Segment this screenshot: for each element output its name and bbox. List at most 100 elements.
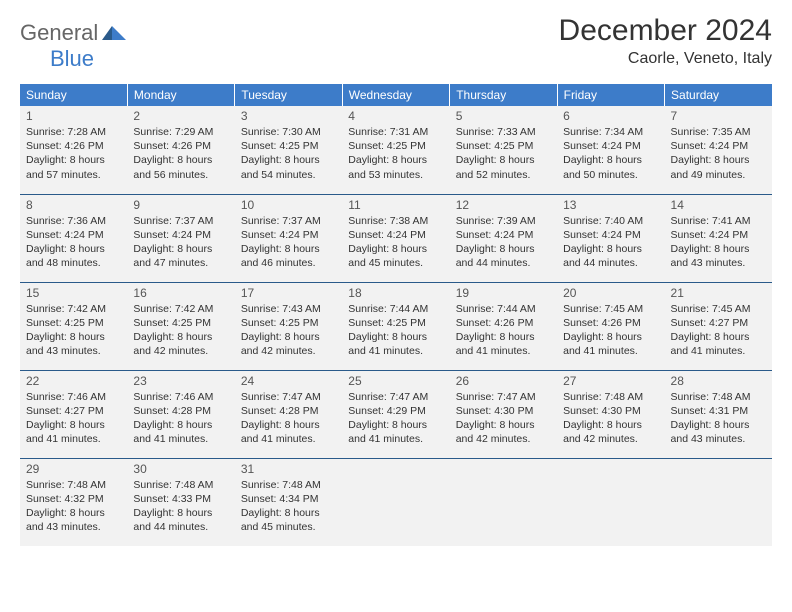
calendar-day-cell: 25Sunrise: 7:47 AMSunset: 4:29 PMDayligh… bbox=[342, 370, 449, 458]
weekday-header-row: Sunday Monday Tuesday Wednesday Thursday… bbox=[20, 84, 772, 106]
day-info-line: and 41 minutes. bbox=[348, 432, 443, 446]
day-info-line: Sunrise: 7:45 AM bbox=[671, 302, 766, 316]
calendar-day-cell: 2Sunrise: 7:29 AMSunset: 4:26 PMDaylight… bbox=[127, 106, 234, 194]
day-info-line: Sunset: 4:27 PM bbox=[671, 316, 766, 330]
calendar-day-cell: 10Sunrise: 7:37 AMSunset: 4:24 PMDayligh… bbox=[235, 194, 342, 282]
calendar-week-row: 1Sunrise: 7:28 AMSunset: 4:26 PMDaylight… bbox=[20, 106, 772, 194]
day-info-line: Sunset: 4:26 PM bbox=[26, 139, 121, 153]
weekday-header: Sunday bbox=[20, 84, 127, 106]
day-number: 15 bbox=[26, 286, 121, 300]
day-info-line: and 41 minutes. bbox=[133, 432, 228, 446]
brand-mark-icon bbox=[102, 22, 128, 45]
day-info-line: Daylight: 8 hours bbox=[241, 242, 336, 256]
day-number: 22 bbox=[26, 374, 121, 388]
day-info-line: Daylight: 8 hours bbox=[348, 242, 443, 256]
day-info-line: Sunset: 4:30 PM bbox=[563, 404, 658, 418]
day-info-line: Daylight: 8 hours bbox=[133, 242, 228, 256]
day-info-line: Sunset: 4:31 PM bbox=[671, 404, 766, 418]
calendar-day-cell: 29Sunrise: 7:48 AMSunset: 4:32 PMDayligh… bbox=[20, 458, 127, 546]
day-info-line: Sunrise: 7:29 AM bbox=[133, 125, 228, 139]
day-info-line: Sunrise: 7:44 AM bbox=[348, 302, 443, 316]
day-info-line: Sunset: 4:26 PM bbox=[563, 316, 658, 330]
day-number: 1 bbox=[26, 109, 121, 123]
day-info-line: Sunset: 4:24 PM bbox=[563, 228, 658, 242]
weekday-header: Saturday bbox=[665, 84, 772, 106]
day-info-line: Sunset: 4:24 PM bbox=[456, 228, 551, 242]
calendar-table: Sunday Monday Tuesday Wednesday Thursday… bbox=[20, 84, 772, 546]
day-number: 13 bbox=[563, 198, 658, 212]
day-info-line: Daylight: 8 hours bbox=[26, 242, 121, 256]
day-info-line: Daylight: 8 hours bbox=[348, 330, 443, 344]
day-info-line: Sunset: 4:26 PM bbox=[133, 139, 228, 153]
calendar-day-cell: 14Sunrise: 7:41 AMSunset: 4:24 PMDayligh… bbox=[665, 194, 772, 282]
day-info-line: Sunset: 4:24 PM bbox=[348, 228, 443, 242]
day-number: 16 bbox=[133, 286, 228, 300]
day-info-line: Daylight: 8 hours bbox=[241, 153, 336, 167]
day-info-line: Sunrise: 7:48 AM bbox=[671, 390, 766, 404]
calendar-day-cell: 6Sunrise: 7:34 AMSunset: 4:24 PMDaylight… bbox=[557, 106, 664, 194]
weekday-header: Thursday bbox=[450, 84, 557, 106]
day-number: 5 bbox=[456, 109, 551, 123]
day-info-line: and 45 minutes. bbox=[241, 520, 336, 534]
day-info-line: Daylight: 8 hours bbox=[133, 418, 228, 432]
calendar-day-cell: 8Sunrise: 7:36 AMSunset: 4:24 PMDaylight… bbox=[20, 194, 127, 282]
day-info-line: and 44 minutes. bbox=[133, 520, 228, 534]
calendar-week-row: 8Sunrise: 7:36 AMSunset: 4:24 PMDaylight… bbox=[20, 194, 772, 282]
day-info-line: and 41 minutes. bbox=[241, 432, 336, 446]
day-number: 6 bbox=[563, 109, 658, 123]
day-info-line: Sunrise: 7:35 AM bbox=[671, 125, 766, 139]
day-info-line: Sunrise: 7:47 AM bbox=[456, 390, 551, 404]
calendar-day-cell: 22Sunrise: 7:46 AMSunset: 4:27 PMDayligh… bbox=[20, 370, 127, 458]
day-info-line: Sunrise: 7:47 AM bbox=[241, 390, 336, 404]
day-info-line: and 46 minutes. bbox=[241, 256, 336, 270]
day-info-line: Daylight: 8 hours bbox=[456, 330, 551, 344]
day-number: 14 bbox=[671, 198, 766, 212]
calendar-day-cell: 11 Sunrise: 7:38 AMSunset: 4:24 PMDayligh… bbox=[342, 194, 449, 282]
day-number: 27 bbox=[563, 374, 658, 388]
day-info-line: Sunset: 4:25 PM bbox=[348, 316, 443, 330]
calendar-week-row: 29Sunrise: 7:48 AMSunset: 4:32 PMDayligh… bbox=[20, 458, 772, 546]
day-number: 17 bbox=[241, 286, 336, 300]
day-info-line: Sunrise: 7:42 AM bbox=[133, 302, 228, 316]
day-info-line: Sunset: 4:26 PM bbox=[456, 316, 551, 330]
day-number: 3 bbox=[241, 109, 336, 123]
weekday-header: Friday bbox=[557, 84, 664, 106]
day-number: 26 bbox=[456, 374, 551, 388]
day-info-line: Sunrise: 7:38 AM bbox=[348, 214, 443, 228]
day-info-line: and 54 minutes. bbox=[241, 168, 336, 182]
day-info-line: Daylight: 8 hours bbox=[26, 506, 121, 520]
location-text: Caorle, Veneto, Italy bbox=[559, 50, 772, 68]
day-number: 24 bbox=[241, 374, 336, 388]
day-info-line: and 42 minutes. bbox=[133, 344, 228, 358]
day-info-line: Daylight: 8 hours bbox=[671, 418, 766, 432]
day-number: 29 bbox=[26, 462, 121, 476]
day-number: 11 bbox=[348, 198, 443, 212]
day-info-line: Sunset: 4:24 PM bbox=[133, 228, 228, 242]
weekday-header: Tuesday bbox=[235, 84, 342, 106]
day-info-line: Daylight: 8 hours bbox=[26, 418, 121, 432]
day-info-line: Sunset: 4:25 PM bbox=[348, 139, 443, 153]
day-info-line: Sunset: 4:28 PM bbox=[133, 404, 228, 418]
day-info-line: and 48 minutes. bbox=[26, 256, 121, 270]
day-info-line: Sunrise: 7:48 AM bbox=[241, 478, 336, 492]
day-info-line: Daylight: 8 hours bbox=[671, 153, 766, 167]
calendar-day-cell: 20Sunrise: 7:45 AMSunset: 4:26 PMDayligh… bbox=[557, 282, 664, 370]
day-info-line: and 42 minutes. bbox=[241, 344, 336, 358]
weekday-header: Monday bbox=[127, 84, 234, 106]
day-number: 18 bbox=[348, 286, 443, 300]
day-info-line: and 41 minutes. bbox=[26, 432, 121, 446]
day-info-line: Daylight: 8 hours bbox=[348, 153, 443, 167]
calendar-day-cell: 28Sunrise: 7:48 AMSunset: 4:31 PMDayligh… bbox=[665, 370, 772, 458]
day-info-line: and 43 minutes. bbox=[671, 256, 766, 270]
calendar-day-cell: 26Sunrise: 7:47 AMSunset: 4:30 PMDayligh… bbox=[450, 370, 557, 458]
calendar-day-cell: 17Sunrise: 7:43 AMSunset: 4:25 PMDayligh… bbox=[235, 282, 342, 370]
title-block: December 2024 Caorle, Veneto, Italy bbox=[559, 14, 772, 68]
day-number: 31 bbox=[241, 462, 336, 476]
day-info-line: Sunrise: 7:34 AM bbox=[563, 125, 658, 139]
calendar-day-cell: 15Sunrise: 7:42 AMSunset: 4:25 PMDayligh… bbox=[20, 282, 127, 370]
calendar-empty-cell bbox=[450, 458, 557, 546]
day-info-line: and 41 minutes. bbox=[456, 344, 551, 358]
calendar-day-cell: 7Sunrise: 7:35 AMSunset: 4:24 PMDaylight… bbox=[665, 106, 772, 194]
day-info-line: Sunset: 4:33 PM bbox=[133, 492, 228, 506]
day-number: 21 bbox=[671, 286, 766, 300]
